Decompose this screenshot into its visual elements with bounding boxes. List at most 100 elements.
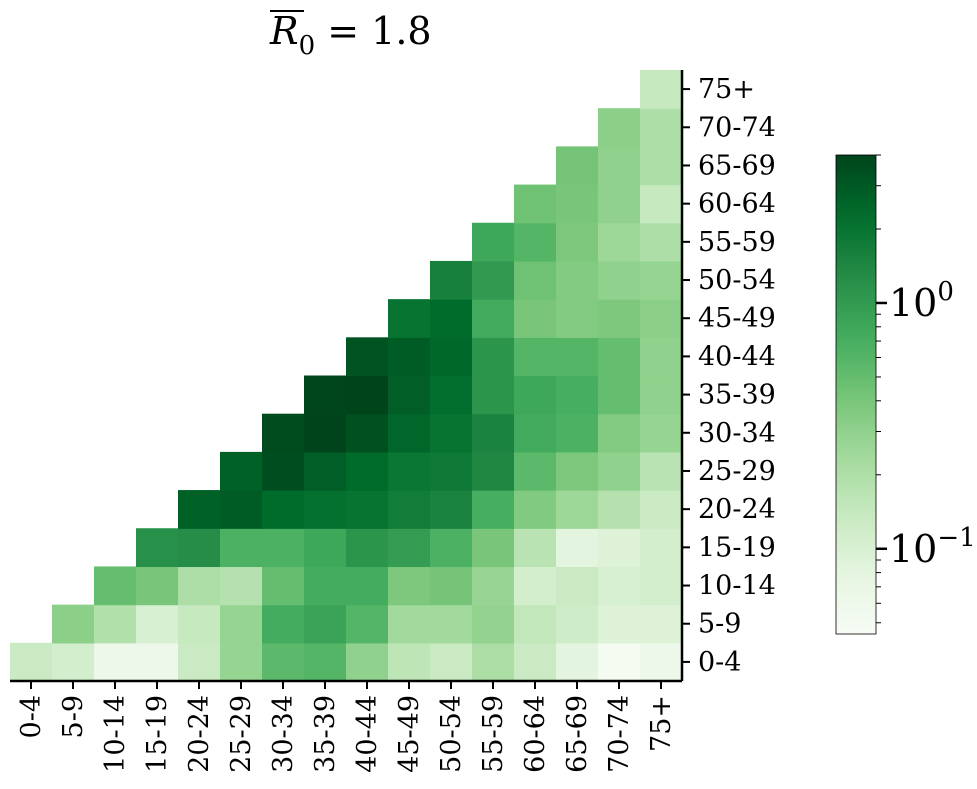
- chart-title: R0 = 1.8: [269, 9, 432, 61]
- heatmap-cell: [640, 108, 683, 147]
- heatmap-cell: [514, 642, 557, 682]
- heatmap-cell: [388, 642, 431, 682]
- heatmap-cell: [598, 413, 641, 453]
- heatmap-cell: [514, 375, 557, 415]
- heatmap-cell: [472, 451, 515, 491]
- x-tick-label: 55-59: [478, 695, 509, 773]
- heatmap-cell: [640, 299, 683, 338]
- heatmap-cell: [388, 299, 431, 338]
- heatmap-cell: [94, 566, 137, 606]
- heatmap-cell: [430, 566, 473, 606]
- heatmap-cell: [94, 642, 137, 682]
- heatmap-cell: [640, 566, 683, 606]
- heatmap-cell: [598, 604, 641, 644]
- y-tick-label: 15-19: [698, 532, 776, 563]
- x-tick-label: 5-9: [58, 695, 89, 738]
- heatmap-cell: [598, 222, 641, 262]
- heatmap-cell: [262, 451, 305, 491]
- y-tick-label: 50-54: [698, 265, 776, 296]
- colorbar-tick-label: 100: [889, 277, 954, 325]
- heatmap-cell: [640, 451, 683, 491]
- heatmap-cell: [220, 604, 263, 644]
- heatmap-cell: [94, 604, 137, 644]
- heatmap-cell: [514, 299, 557, 338]
- x-tick-label: 0-4: [16, 695, 47, 738]
- heatmap-cell: [472, 642, 515, 682]
- x-tick-label: 35-39: [310, 695, 341, 773]
- y-tick-label: 30-34: [698, 418, 776, 449]
- heatmap-cell: [556, 604, 599, 644]
- heatmap-cell: [52, 604, 95, 644]
- heatmap-cell: [388, 490, 431, 529]
- colorbar: 100 10−1: [835, 154, 976, 635]
- heatmap-cell: [556, 528, 599, 568]
- heatmap-cell: [514, 184, 557, 224]
- heatmap-cell: [430, 604, 473, 644]
- heatmap-cell: [640, 642, 683, 682]
- y-tick-label: 5-9: [698, 609, 741, 640]
- heatmap-cell: [556, 490, 599, 529]
- heatmap-cell: [346, 451, 389, 491]
- heatmap-cell: [220, 566, 263, 606]
- heatmap-cell: [304, 642, 347, 682]
- title-rest: = 1.8: [315, 9, 431, 53]
- heatmap-cell: [346, 528, 389, 568]
- heatmap-cell: [598, 337, 641, 377]
- heatmap-cell: [556, 413, 599, 453]
- heatmap-cell: [430, 413, 473, 453]
- y-tick-label: 75+: [698, 74, 755, 105]
- heatmap-cell: [556, 566, 599, 606]
- heatmap-cell: [388, 375, 431, 415]
- heatmap-cell: [388, 604, 431, 644]
- x-tick-label: 65-69: [562, 695, 593, 773]
- heatmap-cell: [52, 642, 95, 682]
- heatmap-cell: [640, 222, 683, 262]
- heatmap-cell: [598, 375, 641, 415]
- heatmap-cell: [346, 490, 389, 529]
- colorbar-tick-label: 10−1: [889, 523, 976, 571]
- heatmap-cell: [598, 451, 641, 491]
- heatmap-cell: [514, 528, 557, 568]
- heatmap-cell: [304, 451, 347, 491]
- x-tick-label: 15-19: [142, 695, 173, 773]
- y-tick-label: 55-59: [698, 227, 776, 258]
- y-tick-label: 10-14: [698, 571, 776, 602]
- heatmap-cell: [136, 566, 179, 606]
- heatmap-cell: [262, 642, 305, 682]
- heatmap-cell: [472, 413, 515, 453]
- y-tick-label: 40-44: [698, 341, 776, 372]
- heatmap-cell: [304, 528, 347, 568]
- x-tick-label: 25-29: [226, 695, 257, 773]
- heatmap-cell: [472, 299, 515, 338]
- heatmap-cell: [598, 260, 641, 300]
- y-tick-label: 35-39: [698, 380, 776, 411]
- heatmap-cell: [514, 222, 557, 262]
- heatmap-cell: [388, 451, 431, 491]
- x-tick-label: 40-44: [352, 695, 383, 773]
- heatmap-cell: [220, 451, 263, 491]
- heatmap-cell: [346, 566, 389, 606]
- heatmap-cell: [136, 642, 179, 682]
- heatmap-cell: [304, 566, 347, 606]
- heatmap-cell: [10, 642, 53, 682]
- heatmap-cell: [346, 642, 389, 682]
- heatmap-cell: [556, 184, 599, 224]
- heatmap-cell: [556, 146, 599, 186]
- heatmap-cell: [346, 375, 389, 415]
- y-tick-label: 20-24: [698, 494, 776, 525]
- x-tick-label: 50-54: [436, 695, 467, 773]
- heatmap-cells: [10, 70, 683, 682]
- x-tick-label: 10-14: [100, 695, 131, 773]
- heatmap-cell: [178, 642, 221, 682]
- y-tick-label: 60-64: [698, 189, 776, 220]
- y-tick-label: 25-29: [698, 456, 776, 487]
- heatmap-axes: 0-4 0-4 5-9 5-9 10-14 10-14 15-19 15-19 20-24 20-…: [10, 70, 776, 773]
- heatmap-cell: [640, 260, 683, 300]
- heatmap-cell: [472, 528, 515, 568]
- heatmap-cell: [640, 337, 683, 377]
- heatmap-cell: [430, 490, 473, 529]
- heatmap-cell: [514, 260, 557, 300]
- heatmap-cell: [430, 260, 473, 300]
- heatmap-cell: [136, 604, 179, 644]
- heatmap-cell: [430, 299, 473, 338]
